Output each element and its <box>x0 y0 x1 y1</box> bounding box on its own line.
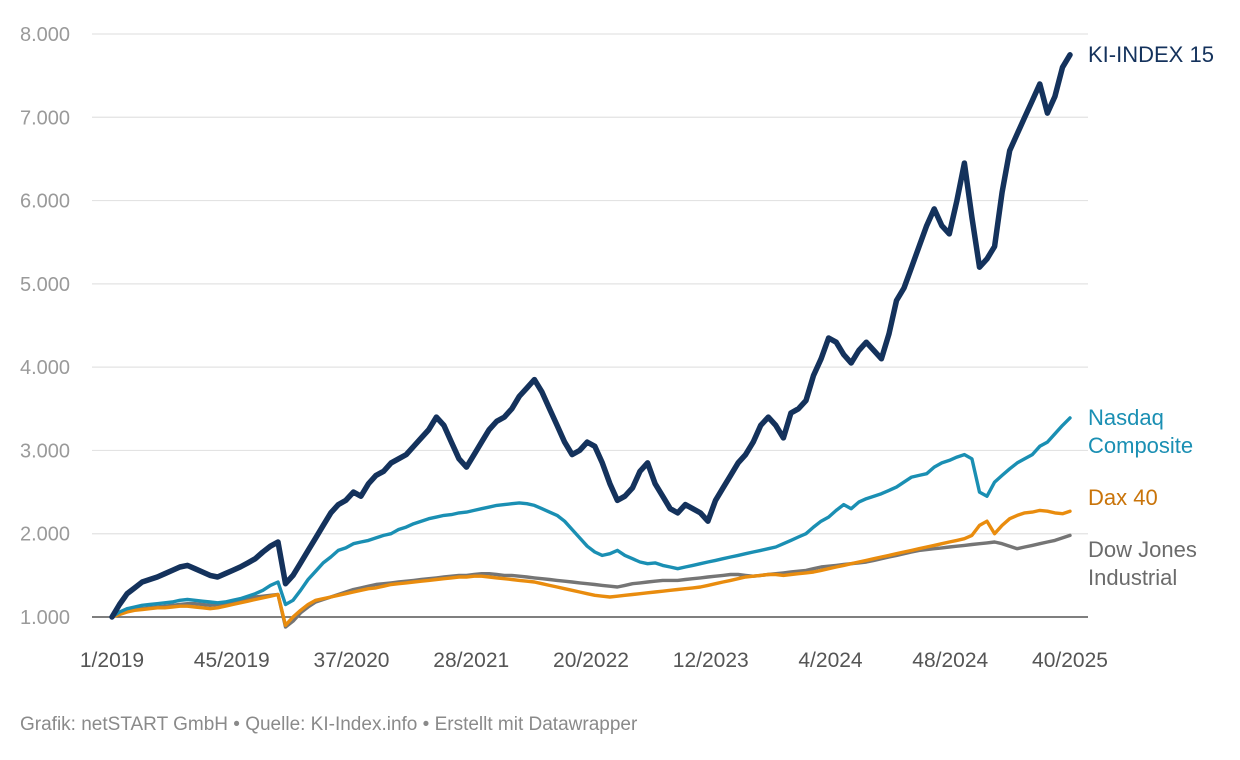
y-tick-label: 3.000 <box>20 440 70 462</box>
x-tick-label: 45/2019 <box>194 649 270 672</box>
series-label: Dow Jones Industrial <box>1088 537 1197 590</box>
series-line <box>110 508 1072 627</box>
series-lines <box>109 52 1073 629</box>
x-tick-label: 4/2024 <box>798 649 863 672</box>
x-axis-ticks: 1/2019 45/2019 37/2020 28/2021 20/2022 12/202… <box>80 649 1108 672</box>
x-tick-label: 12/2023 <box>673 649 749 672</box>
y-tick-label: 6.000 <box>20 191 70 213</box>
x-tick-label: 20/2022 <box>553 649 629 672</box>
y-axis-ticks: 1.000 2.000 3.000 4.000 5.000 6.000 7.000 8.000 <box>20 24 70 629</box>
series-labels: KI-INDEX 15 Nasdaq Composite Dax 40 Dow Jone… <box>1088 42 1214 590</box>
x-tick-label: 37/2020 <box>314 649 390 672</box>
series-line <box>109 52 1073 620</box>
y-tick-label: 1.000 <box>20 607 70 629</box>
gridlines <box>92 33 1088 618</box>
y-tick-label: 8.000 <box>20 24 70 46</box>
series-label: Dax 40 <box>1088 485 1158 510</box>
x-tick-label: 40/2025 <box>1032 649 1108 672</box>
x-tick-label: 48/2024 <box>912 649 988 672</box>
x-tick-label: 1/2019 <box>80 649 144 672</box>
y-tick-label: 7.000 <box>20 107 70 129</box>
y-tick-label: 2.000 <box>20 524 70 546</box>
chart-footer: Grafik: netSTART GmbH • Quelle: KI-Index… <box>20 714 638 735</box>
series-line <box>110 416 1072 619</box>
y-tick-label: 4.000 <box>20 357 70 379</box>
x-tick-label: 28/2021 <box>433 649 509 672</box>
y-tick-label: 5.000 <box>20 274 70 296</box>
series-label: KI-INDEX 15 <box>1088 42 1214 67</box>
series-label: Nasdaq Composite <box>1088 405 1193 458</box>
